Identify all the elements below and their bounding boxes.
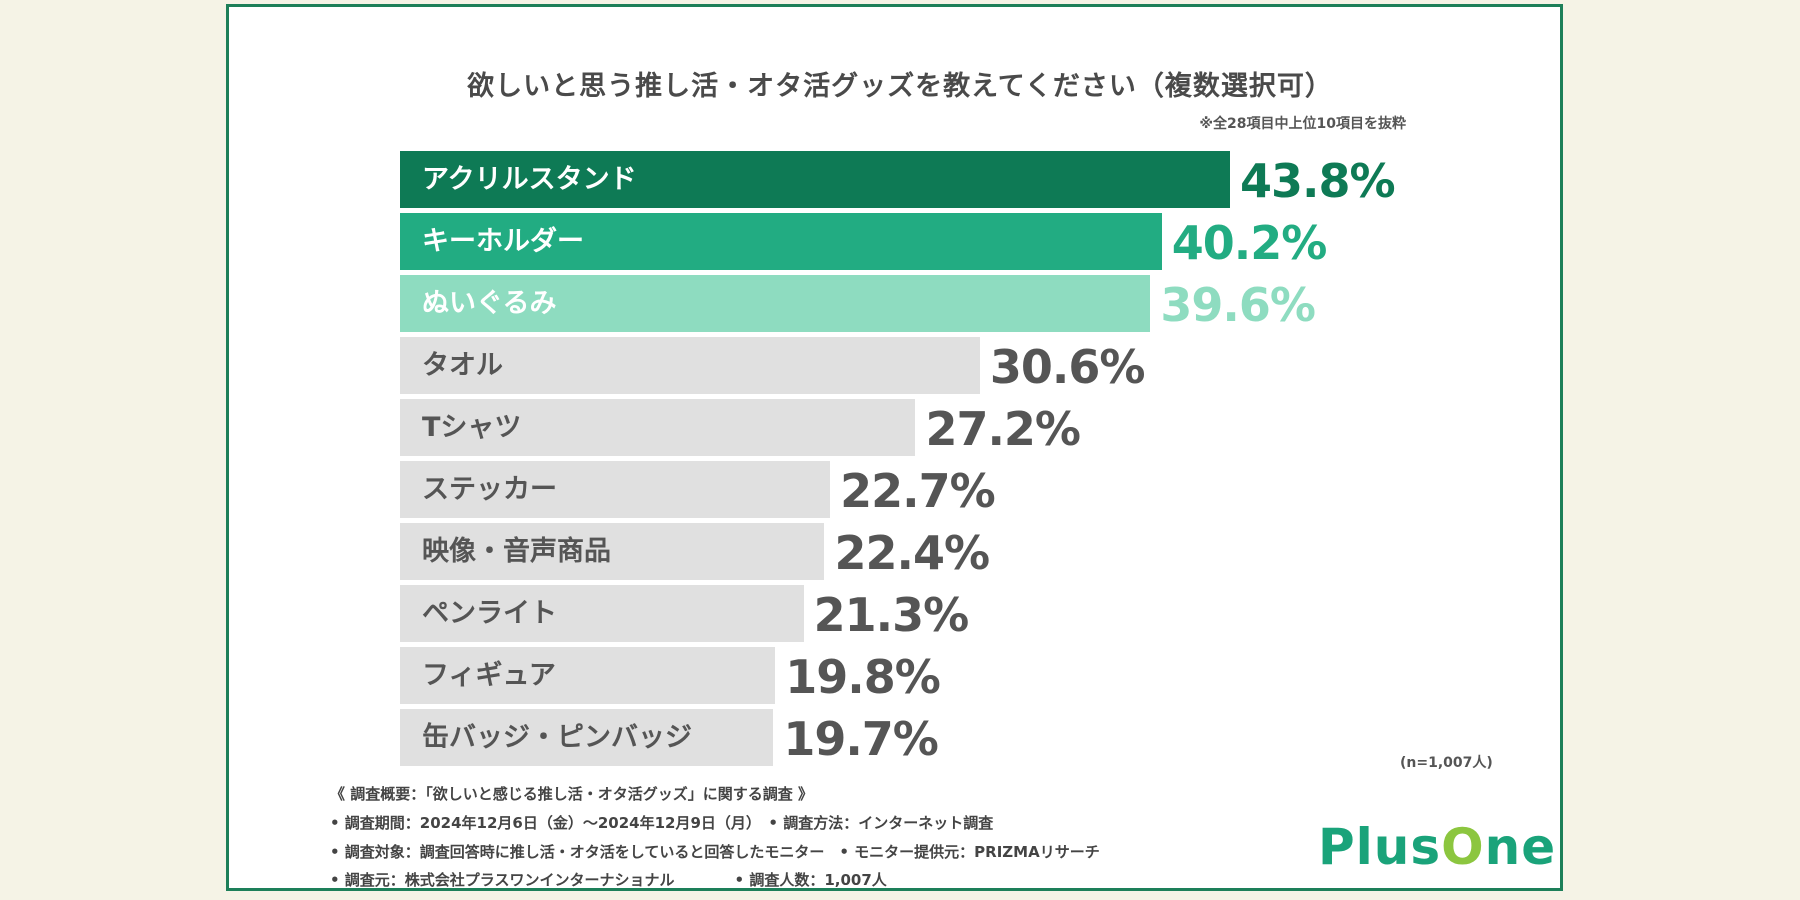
chart-title: 欲しいと思う推し活・オタ活グッズを教えてください（複数選択可） [467, 71, 1333, 102]
bar: フィギュア [400, 647, 776, 704]
data-label: 22.7% [840, 464, 996, 518]
bar: ステッカー [400, 461, 831, 518]
footer-line: 《 調査概要：「欲しいと感じる推し活・オタ活グッズ」に関する調査 》 [330, 785, 813, 803]
category-label: 映像・音声商品 [422, 536, 611, 567]
category-label: アクリルスタンド [422, 164, 637, 195]
bar: キーホルダー [400, 213, 1162, 270]
category-label: ぬいぐるみ [422, 288, 557, 319]
data-label: 30.6% [989, 340, 1146, 394]
chart-note: ※全28項目中上位10項目を抜粋 [1199, 116, 1406, 132]
bar: タオル [400, 337, 980, 394]
bar: 映像・音声商品 [400, 523, 825, 580]
footer-line: • 調査元：株式会社プラスワンインターナショナル • 調査人数：1,007人 [330, 871, 887, 889]
category-label: タオル [422, 350, 503, 381]
footer-line: • 調査対象：調査回答時に推し活・オタ活をしていると回答したモニター • モニタ… [330, 843, 1100, 861]
plusone-logo: PlusOne [1318, 818, 1557, 876]
data-label: 43.8% [1240, 154, 1396, 208]
sample-size: (n=1,007人) [1400, 755, 1493, 771]
category-label: Tシャツ [422, 412, 522, 443]
data-label: 39.6% [1160, 278, 1316, 332]
footer-line: • 調査期間：2024年12月6日（金）～2024年12月9日（月） • 調査方… [330, 814, 994, 832]
bar: ペンライト [400, 585, 804, 642]
category-label: フィギュア [422, 660, 556, 691]
bar: 缶バッジ・ピンバッジ [400, 709, 774, 766]
data-label: 22.4% [834, 526, 990, 580]
data-label: 21.3% [813, 588, 970, 642]
category-label: ステッカー [422, 474, 557, 505]
data-label: 19.8% [785, 650, 941, 704]
category-label: 缶バッジ・ピンバッジ [422, 722, 692, 753]
data-label: 27.2% [925, 402, 1081, 456]
bar: アクリルスタンド [400, 151, 1230, 208]
category-label: キーホルダー [422, 226, 584, 257]
data-label: 19.7% [783, 712, 939, 766]
data-label: 40.2% [1171, 216, 1328, 270]
bar: Tシャツ [400, 399, 916, 456]
category-label: ペンライト [422, 598, 557, 629]
bar: ぬいぐるみ [400, 275, 1151, 332]
